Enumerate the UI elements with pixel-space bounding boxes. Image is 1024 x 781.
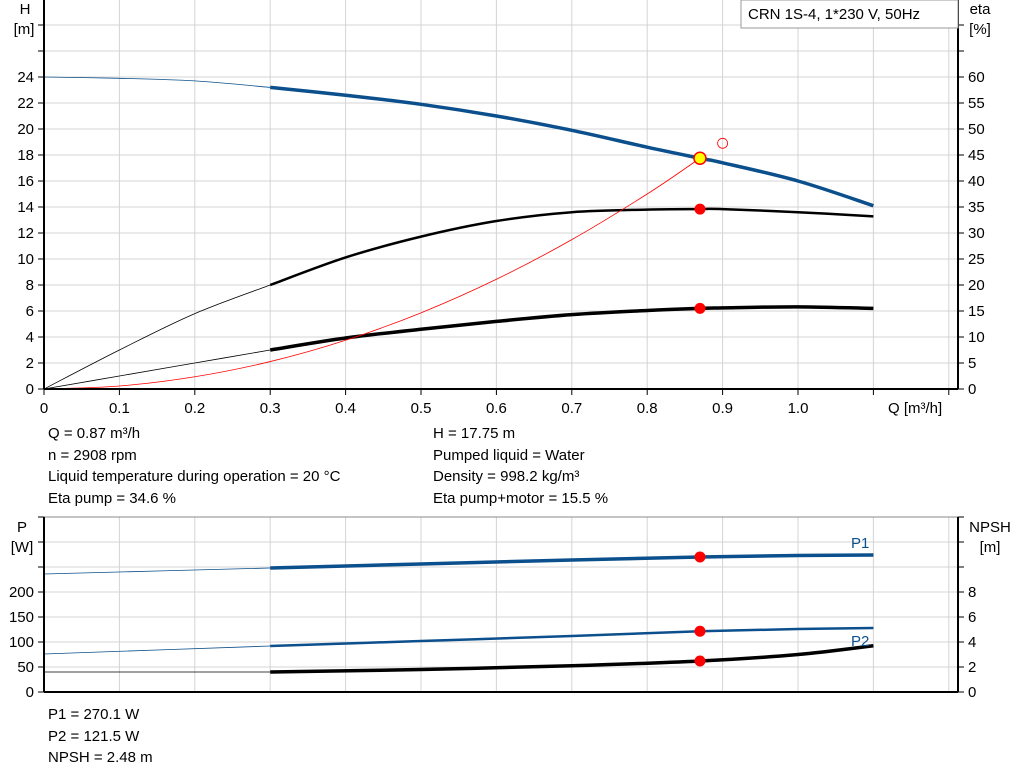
eta-pump-motor-curve bbox=[269, 305, 874, 352]
eta-pump-value: Eta pump = 34.6 % bbox=[48, 489, 176, 507]
h-tick-label: 24 bbox=[17, 69, 34, 86]
eta-pump-curve bbox=[269, 207, 874, 287]
p-tick-label: 0 bbox=[26, 684, 34, 701]
p1-curve-thin bbox=[43, 567, 271, 575]
q-tick-label: 0.5 bbox=[411, 400, 432, 417]
h-tick-label: 20 bbox=[17, 121, 34, 138]
eta-tick-label: 55 bbox=[968, 95, 985, 112]
power-operating-point bbox=[694, 625, 706, 637]
h-tick-label: 16 bbox=[17, 173, 34, 190]
npsh-tick-label: 6 bbox=[968, 609, 976, 626]
p1-value: P1 = 270.1 W bbox=[48, 706, 140, 723]
h-tick-label: 4 bbox=[26, 329, 34, 346]
system-curve bbox=[43, 157, 701, 390]
q-tick-label: 0.3 bbox=[260, 400, 281, 417]
h-axis-label: H bbox=[20, 1, 31, 18]
npsh-axis-label: NPSH bbox=[969, 519, 1011, 536]
eta-tick-label: 25 bbox=[968, 251, 985, 268]
p-axis-unit: [W] bbox=[11, 539, 34, 556]
eta-tick-label: 40 bbox=[968, 173, 985, 190]
q-tick-label: 0.1 bbox=[109, 400, 130, 417]
h-tick-label: 2 bbox=[26, 355, 34, 372]
h-tick-label: 18 bbox=[17, 147, 34, 164]
eta-tick-label: 15 bbox=[968, 303, 985, 320]
legend-box bbox=[740, 0, 959, 29]
p-tick-label: 200 bbox=[9, 584, 34, 601]
curves bbox=[43, 76, 874, 674]
h-tick-label: 22 bbox=[17, 95, 34, 112]
eta-pump-motor-curve-thin bbox=[43, 349, 271, 390]
head-curve-thin bbox=[43, 76, 271, 88]
npsh-value: NPSH = 2.48 m bbox=[48, 749, 153, 766]
requested-duty-point bbox=[717, 137, 728, 149]
eta-axis-unit: [%] bbox=[969, 21, 991, 38]
eta-axis-label: eta bbox=[970, 1, 992, 18]
q-tick-label: 0.8 bbox=[637, 400, 658, 417]
q-tick-label: 0.7 bbox=[561, 400, 582, 417]
head-value: H = 17.75 m bbox=[433, 425, 516, 442]
eta-tick-label: 35 bbox=[968, 199, 985, 216]
eta-tick-label: 50 bbox=[968, 121, 985, 138]
npsh-tick-label: 0 bbox=[968, 684, 976, 701]
eta-tick-label: 30 bbox=[968, 225, 985, 242]
p2-value: P2 = 121.5 W bbox=[48, 727, 140, 745]
q-tick-label: 1.0 bbox=[788, 400, 809, 417]
npsh-tick-label: 4 bbox=[968, 634, 976, 651]
npsh-axis-unit: [m] bbox=[980, 539, 1001, 556]
q-tick-label: 0.9 bbox=[712, 400, 733, 417]
h-tick-label: 8 bbox=[26, 277, 34, 294]
h-axis-unit: [m] bbox=[14, 21, 35, 38]
p1-curve-label: P1 bbox=[851, 535, 869, 552]
h-tick-label: 6 bbox=[26, 303, 34, 320]
head-chart-grid bbox=[44, 0, 958, 390]
p2-curve-label: P2 bbox=[851, 633, 869, 650]
power-operating-point bbox=[694, 655, 706, 667]
operating-info-right: H = 17.75 m Pumped liquid = Water Densit… bbox=[433, 423, 608, 509]
density-value: Density = 998.2 kg/m³ bbox=[433, 468, 580, 485]
power-info: P1 = 270.1 W P2 = 121.5 W NPSH = 2.48 m bbox=[48, 704, 153, 769]
power-chart-grid bbox=[44, 516, 958, 693]
p1-curve bbox=[270, 553, 874, 570]
pumped-liquid: Pumped liquid = Water bbox=[433, 446, 585, 464]
q-tick-label: 0 bbox=[40, 400, 48, 417]
h-tick-label: 10 bbox=[17, 251, 34, 268]
eta-tick-label: 10 bbox=[968, 329, 985, 346]
p2-curve bbox=[270, 626, 874, 648]
h-tick-label: 14 bbox=[17, 199, 34, 216]
q-axis-label: Q [m³/h] bbox=[888, 400, 942, 417]
q-tick-label: 0.2 bbox=[184, 400, 205, 417]
q-tick-label: 0.4 bbox=[335, 400, 356, 417]
eta-tick-label: 60 bbox=[968, 69, 985, 86]
h-tick-label: 12 bbox=[17, 225, 34, 242]
eta-tick-label: 20 bbox=[968, 277, 985, 294]
chart-title: CRN 1S-4, 1*230 V, 50Hz bbox=[748, 6, 920, 23]
eta-tick-label: 45 bbox=[968, 147, 985, 164]
p-axis-label: P bbox=[17, 519, 27, 536]
npsh-tick-label: 2 bbox=[968, 659, 976, 676]
npsh-tick-label: 8 bbox=[968, 584, 976, 601]
eta-operating-point bbox=[694, 302, 706, 314]
eta-tick-label: 0 bbox=[968, 381, 976, 398]
p-tick-label: 100 bbox=[9, 634, 34, 651]
speed-value: n = 2908 rpm bbox=[48, 446, 137, 464]
duty-point bbox=[693, 151, 707, 165]
flow-value: Q = 0.87 m³/h bbox=[48, 425, 141, 442]
p-tick-label: 150 bbox=[9, 609, 34, 626]
eta-tick-label: 5 bbox=[968, 355, 976, 372]
npsh-curve bbox=[270, 644, 874, 674]
q-tick-label: 0.6 bbox=[486, 400, 507, 417]
eta-pump-curve-thin bbox=[43, 284, 271, 390]
h-tick-label: 0 bbox=[26, 381, 34, 398]
operating-info-left: Q = 0.87 m³/h n = 2908 rpm Liquid temper… bbox=[48, 423, 340, 509]
eta-total-value: Eta pump+motor = 15.5 % bbox=[433, 489, 609, 507]
eta-operating-point bbox=[694, 203, 706, 215]
liquid-temperature: Liquid temperature during operation = 20… bbox=[48, 468, 341, 485]
head-curve bbox=[270, 85, 874, 208]
axis-ticks: 0 0.1 0.2 0.3 0.4 0.5 0.6 0.7 0.8 0.9 1.0024681012… bbox=[9, 0, 985, 701]
p2-curve-thin bbox=[43, 645, 271, 655]
p-tick-label: 50 bbox=[17, 659, 34, 676]
power-operating-point bbox=[694, 551, 706, 563]
